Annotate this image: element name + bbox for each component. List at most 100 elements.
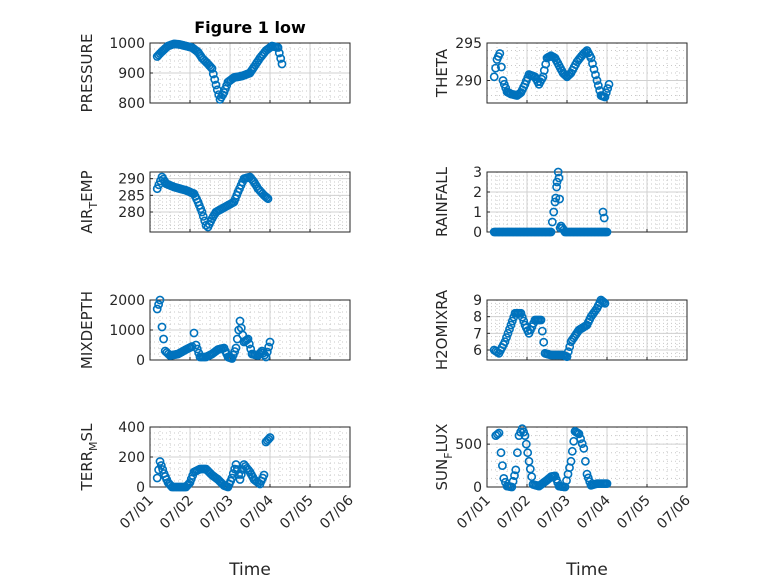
data-point xyxy=(489,72,499,82)
y-axis-label: AIRTEMP xyxy=(78,170,100,233)
data-point xyxy=(604,79,614,89)
data-point xyxy=(152,304,162,314)
data-point xyxy=(264,342,274,352)
data-point xyxy=(236,470,246,479)
data-point xyxy=(601,88,611,98)
y-tick-label: 400 xyxy=(118,420,145,436)
data-point xyxy=(562,352,572,362)
y-tick-label: 285 xyxy=(118,188,145,204)
data-point xyxy=(521,439,531,449)
data-point xyxy=(581,456,590,466)
y-tick-label: 295 xyxy=(455,36,482,52)
data-point xyxy=(231,343,241,353)
data-point xyxy=(589,64,599,74)
y-tick-label: 200 xyxy=(118,450,145,466)
data-point xyxy=(154,300,163,309)
data-point xyxy=(492,429,502,439)
x-tick-label: 07/03 xyxy=(534,493,574,533)
data-point xyxy=(537,326,547,336)
y-tick-label: 0 xyxy=(136,480,145,496)
y-tick-label: 900 xyxy=(118,66,145,82)
data-point xyxy=(600,92,610,102)
x-tick-label: 07/05 xyxy=(614,493,654,533)
x-tick-label: 07/02 xyxy=(157,493,197,533)
data-point xyxy=(549,207,559,217)
data-point xyxy=(159,334,168,344)
data-point xyxy=(208,69,218,79)
axes-frame xyxy=(149,171,351,233)
data-point xyxy=(546,227,556,237)
data-point xyxy=(156,461,166,470)
axes-box xyxy=(486,171,688,233)
data-point xyxy=(554,173,564,183)
subplot-6: 0 200 400 TERRMSL 07/01 07/02 07/03 07/04 07/05 0… xyxy=(78,420,357,580)
data-point xyxy=(276,54,286,63)
data-point xyxy=(191,340,201,350)
y-axis-label: TERRMSL xyxy=(78,423,100,492)
y-tick-label: 6 xyxy=(473,343,482,359)
data-point xyxy=(563,347,573,357)
y-tick-label: 290 xyxy=(455,74,482,90)
data-point xyxy=(602,227,612,237)
x-tick-label: 07/01 xyxy=(454,493,494,533)
data-point xyxy=(536,315,546,325)
x-tick-label: 07/04 xyxy=(237,492,277,532)
x-tick-label: 07/06 xyxy=(654,492,694,532)
data-point xyxy=(227,473,237,483)
y-tick-label: 9 xyxy=(473,293,482,309)
data-point xyxy=(274,48,284,58)
data-point xyxy=(197,207,207,217)
data-point xyxy=(507,316,517,326)
data-point xyxy=(567,446,577,456)
data-point xyxy=(155,295,165,305)
data-point xyxy=(593,81,603,90)
data-point xyxy=(599,213,609,223)
data-point xyxy=(582,469,592,479)
data-point xyxy=(262,193,272,202)
data-point xyxy=(592,76,602,85)
subplot-0: 800 900 1000 PRESSURE Figure 1 low xyxy=(78,18,351,113)
data-point xyxy=(152,473,162,483)
data-point xyxy=(599,297,609,307)
data-point xyxy=(243,334,253,344)
data-point xyxy=(511,465,521,475)
data-point xyxy=(591,70,600,80)
data-point xyxy=(513,448,522,458)
y-tick-label: 2 xyxy=(473,185,482,201)
data-point xyxy=(262,347,272,357)
y-tick-label: 1000 xyxy=(109,36,145,52)
data-point xyxy=(491,63,500,73)
data-point xyxy=(264,434,274,444)
y-axis-label: PRESSURE xyxy=(78,34,96,113)
data-point xyxy=(235,475,245,484)
data-point xyxy=(523,448,533,458)
data-point xyxy=(566,456,576,466)
figure-title: Figure 1 low xyxy=(194,18,306,37)
data-point xyxy=(553,167,563,177)
data-point xyxy=(516,308,526,318)
data-point xyxy=(555,223,565,233)
axes-frame xyxy=(486,42,688,104)
data-point xyxy=(263,194,273,204)
y-tick-label: 0 xyxy=(473,480,482,496)
data-point xyxy=(576,434,585,444)
y-tick-label: 0 xyxy=(136,353,145,369)
data-point xyxy=(207,64,217,73)
data-point xyxy=(508,476,518,486)
data-point xyxy=(551,193,561,203)
y-axis-label: THETA xyxy=(433,48,451,98)
x-tick-label: 07/04 xyxy=(574,492,614,532)
y-tick-label: 1000 xyxy=(109,323,145,339)
subplot-3: 0 1 2 3 RAINFALL xyxy=(433,165,688,241)
y-tick-label: 500 xyxy=(455,437,482,453)
data-point xyxy=(495,49,505,58)
data-point xyxy=(261,352,271,362)
x-tick-label: 07/02 xyxy=(494,493,534,533)
data-point xyxy=(189,328,199,338)
data-point xyxy=(244,339,254,349)
x-tick-label: 07/05 xyxy=(277,493,317,533)
